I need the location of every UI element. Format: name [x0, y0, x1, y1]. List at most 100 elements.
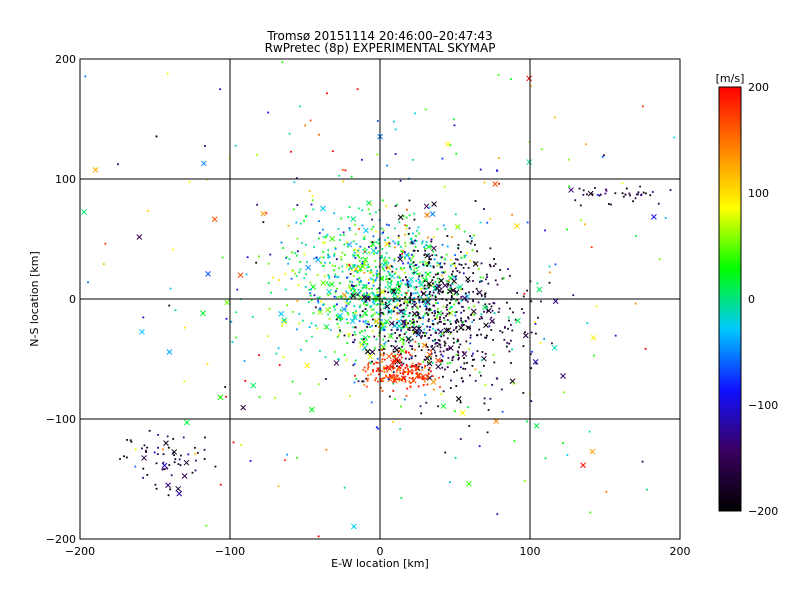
data-point	[393, 367, 396, 369]
data-point	[459, 343, 462, 346]
data-point	[400, 328, 403, 330]
data-point	[157, 446, 160, 449]
data-point	[397, 283, 400, 285]
data-point	[329, 235, 336, 242]
data-point	[405, 370, 408, 373]
data-point	[362, 302, 365, 305]
data-point	[296, 250, 299, 253]
data-point	[405, 293, 408, 296]
data-point	[134, 448, 137, 451]
data-point	[258, 255, 260, 258]
data-point	[582, 189, 585, 192]
data-point	[378, 326, 380, 328]
data-point	[365, 314, 368, 317]
data-point	[374, 297, 377, 300]
data-point	[410, 238, 413, 240]
data-point	[492, 265, 495, 267]
data-point	[461, 380, 464, 383]
data-point	[386, 370, 389, 373]
data-point	[522, 392, 525, 394]
data-point	[365, 303, 368, 306]
data-point	[387, 270, 390, 273]
data-point	[339, 282, 342, 285]
data-point	[387, 340, 390, 342]
data-point	[328, 256, 331, 258]
data-point	[102, 263, 105, 265]
data-point	[384, 322, 387, 325]
data-point	[352, 274, 355, 277]
data-point	[394, 242, 397, 245]
data-point	[351, 523, 357, 530]
data-point	[393, 120, 395, 123]
data-point	[478, 445, 481, 448]
data-point	[497, 311, 500, 314]
data-point	[310, 288, 312, 291]
data-point	[375, 304, 378, 307]
data-point	[179, 464, 182, 467]
data-point	[402, 372, 404, 375]
data-point	[153, 451, 156, 454]
data-point	[436, 322, 439, 325]
data-point	[318, 133, 320, 136]
data-point	[434, 296, 437, 298]
data-point	[386, 283, 393, 290]
data-point	[459, 438, 462, 440]
data-point	[446, 313, 449, 315]
data-point	[341, 297, 343, 299]
data-point	[429, 271, 432, 274]
data-point	[433, 286, 435, 288]
data-point	[180, 454, 182, 457]
data-point	[426, 351, 433, 358]
data-point	[398, 359, 401, 362]
data-point	[383, 296, 385, 299]
data-point	[380, 311, 383, 314]
data-point	[474, 368, 477, 371]
data-point	[390, 281, 393, 283]
data-point	[438, 318, 441, 321]
data-point	[437, 328, 440, 331]
data-point	[407, 254, 410, 257]
data-point	[379, 256, 382, 259]
data-point	[415, 267, 418, 269]
data-point	[384, 286, 387, 289]
data-point	[567, 158, 570, 161]
data-point	[365, 284, 368, 287]
data-point	[358, 291, 361, 294]
data-point	[338, 267, 340, 270]
data-point	[392, 421, 395, 423]
data-point	[491, 309, 494, 312]
data-point	[334, 265, 337, 267]
data-point	[467, 266, 470, 269]
data-point	[503, 326, 506, 328]
data-point	[356, 265, 359, 268]
data-point	[440, 392, 443, 395]
data-point	[126, 439, 129, 441]
data-point	[389, 317, 392, 319]
data-point	[446, 245, 449, 248]
data-point	[413, 286, 416, 289]
data-point	[296, 456, 298, 459]
data-point	[250, 382, 257, 389]
data-point	[383, 366, 385, 368]
data-point	[522, 332, 529, 339]
data-point	[464, 254, 467, 257]
data-point	[452, 329, 455, 332]
data-point	[425, 307, 428, 310]
data-point	[483, 293, 486, 296]
data-point	[411, 158, 414, 161]
data-point	[353, 305, 356, 307]
data-point	[437, 308, 439, 310]
data-point	[376, 367, 379, 370]
data-point	[426, 287, 428, 290]
data-point	[400, 356, 403, 359]
data-point	[364, 300, 367, 303]
data-point	[367, 321, 370, 323]
data-point	[403, 257, 406, 260]
data-point	[354, 311, 357, 314]
data-point	[472, 300, 475, 303]
data-point	[415, 305, 418, 308]
data-point	[439, 316, 441, 319]
data-point	[393, 259, 396, 262]
data-point	[317, 535, 320, 538]
data-point	[444, 141, 451, 148]
